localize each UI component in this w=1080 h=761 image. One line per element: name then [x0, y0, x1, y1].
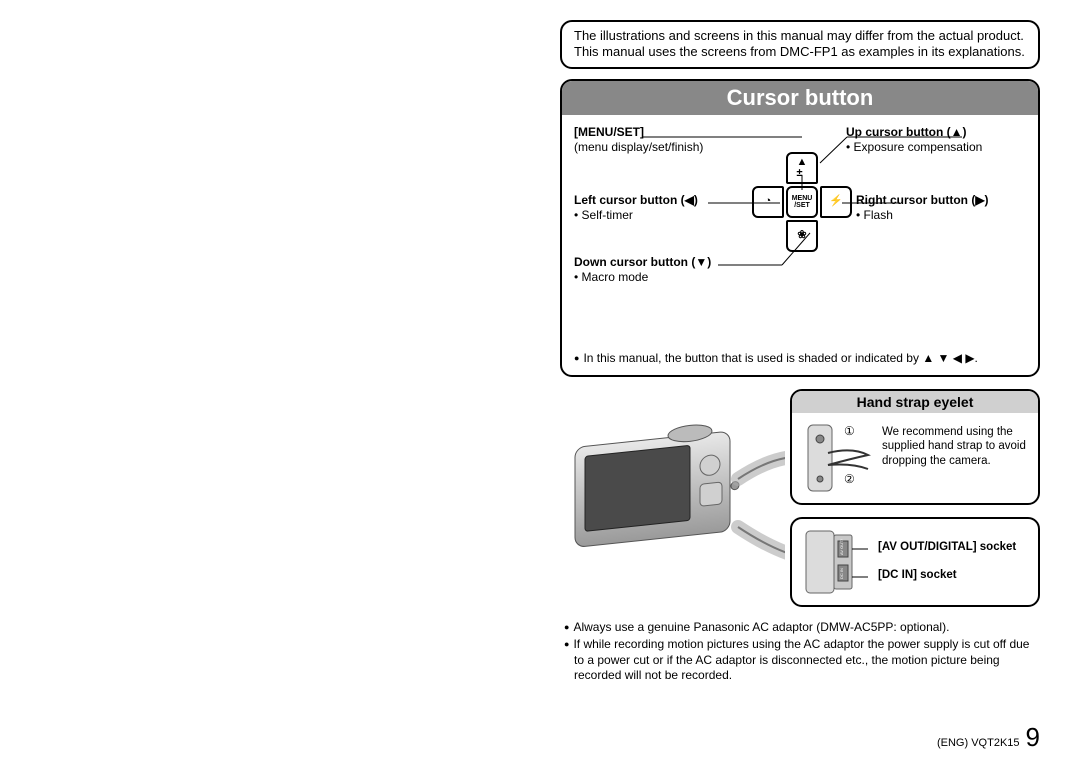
hand-strap-eyelet-box: Hand strap eyelet ① ② We recommend using…	[790, 389, 1040, 505]
svg-text:AV OUT/: AV OUT/	[839, 538, 844, 555]
svg-text:①: ①	[844, 424, 855, 438]
left-button-icon: ◔	[752, 186, 784, 218]
down-button-icon: ❀	[786, 220, 818, 252]
note-item: If while recording motion pictures using…	[564, 637, 1036, 684]
eyelet-text: We recommend using the supplied hand str…	[882, 419, 1030, 497]
note-item: Always use a genuine Panasonic AC adapto…	[564, 620, 1036, 636]
svg-text:②: ②	[844, 472, 855, 486]
svg-text:DC IN: DC IN	[839, 568, 844, 579]
cursor-button-box: Cursor button ▲± ❀ ◔ ⚡ MENU/SET	[560, 79, 1040, 377]
left-label: Left cursor button (◀)• Self-timer	[574, 193, 754, 223]
right-button-icon: ⚡	[820, 186, 852, 218]
cursor-diagram: ▲± ❀ ◔ ⚡ MENU/SET	[750, 150, 850, 250]
av-out-socket-label: [AV OUT/DIGITAL] socket	[878, 534, 1016, 562]
right-label: Right cursor button (▶)• Flash	[856, 193, 1026, 223]
eyelet-title: Hand strap eyelet	[792, 391, 1038, 413]
up-button-icon: ▲±	[786, 152, 818, 184]
bottom-notes: Always use a genuine Panasonic AC adapto…	[560, 620, 1040, 684]
cursor-title: Cursor button	[562, 81, 1038, 115]
dc-in-socket-label: [DC IN] socket	[878, 562, 1016, 590]
socket-box: AV OUT/ DC IN [AV OUT/DIGITAL] socket [D…	[790, 517, 1040, 607]
up-label: Up cursor button (▲)• Exposure compensat…	[846, 125, 1026, 155]
camera-illustration	[560, 409, 785, 594]
menu-set-button-icon: MENU/SET	[786, 186, 818, 218]
eyelet-illustration: ① ②	[800, 419, 874, 497]
intro-note: The illustrations and screens in this ma…	[560, 20, 1040, 69]
shading-note: In this manual, the button that is used …	[574, 350, 1026, 366]
socket-illustration: AV OUT/ DC IN	[800, 525, 870, 599]
menu-set-label: [MENU/SET](menu display/set/finish)	[574, 125, 774, 155]
down-label: Down cursor button (▼)• Macro mode	[574, 255, 774, 285]
page-footer: (ENG) VQT2K159	[937, 722, 1040, 753]
